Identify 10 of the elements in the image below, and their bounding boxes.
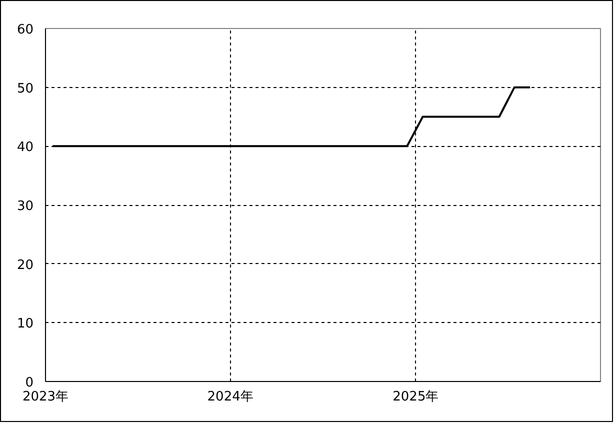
y-tick-label: 20 [16, 258, 34, 273]
y-tick-label: 50 [16, 81, 34, 96]
x-tick-label: 2025年 [392, 390, 439, 404]
y-tick-label: 30 [16, 199, 34, 214]
x-tick-label: 2023年 [22, 390, 69, 404]
x-tick-label: 2024年 [207, 390, 254, 404]
y-tick-label: 0 [25, 376, 34, 390]
y-tick-label: 60 [16, 22, 34, 38]
y-tick-label: 40 [16, 140, 34, 156]
y-tick-label: 10 [16, 316, 34, 332]
